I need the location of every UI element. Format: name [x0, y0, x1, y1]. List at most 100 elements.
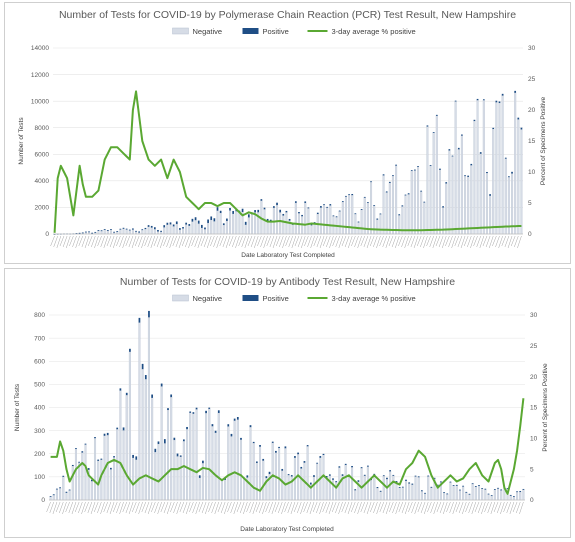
negative-bar [379, 214, 382, 235]
negative-bar [392, 475, 395, 501]
x-tick-mark [241, 235, 246, 248]
x-tick-mark [281, 501, 286, 515]
x-tick-mark [429, 235, 434, 248]
legend: Negative Positive 3-day average % positive [172, 294, 416, 303]
x-tick-mark [147, 235, 152, 248]
x-tick-mark [230, 501, 235, 514]
negative-bar [176, 456, 179, 501]
positive-bar [490, 495, 493, 497]
x-tick-mark [430, 501, 435, 514]
x-tick-mark [388, 235, 394, 247]
negative-bar [460, 135, 463, 235]
positive-bar [373, 205, 376, 206]
negative-bar [232, 213, 235, 235]
positive-bar [373, 473, 376, 475]
negative-bar [281, 470, 284, 501]
x-tick-mark [506, 501, 511, 514]
positive-bar [157, 441, 160, 444]
x-tick-mark [144, 235, 149, 247]
positive-bar [97, 459, 100, 461]
positive-bar [457, 147, 460, 150]
negative-bar [373, 474, 376, 501]
x-tick-mark [398, 501, 404, 513]
x-tick-mark [211, 501, 216, 514]
positive-bar [495, 100, 498, 103]
x-tick-mark [395, 501, 400, 515]
positive-bar [119, 228, 122, 230]
x-tick-mark [147, 501, 153, 515]
negative-bar [492, 128, 495, 235]
positive-bar [81, 451, 84, 453]
y2-tick-label: 15 [528, 138, 536, 145]
legend-positive-swatch [242, 28, 259, 34]
x-tick-mark [74, 501, 80, 513]
x-tick-mark [376, 501, 381, 515]
positive-bar [110, 229, 112, 230]
positive-bar [316, 462, 319, 464]
x-tick-mark [420, 235, 425, 248]
x-tick-mark [507, 235, 513, 249]
x-tick-mark [452, 501, 458, 515]
negative-bar [100, 230, 103, 235]
x-tick-mark [103, 501, 108, 513]
positive-bar [135, 456, 138, 460]
positive-bar [482, 99, 485, 101]
x-tick-mark [423, 501, 429, 515]
positive-bar [125, 228, 128, 230]
x-tick-mark [357, 501, 362, 515]
positive-bar [229, 207, 231, 211]
x-tick-mark [322, 235, 328, 247]
positive-bar [326, 206, 329, 208]
x-tick-mark [246, 501, 251, 513]
positive-bar [75, 448, 77, 449]
negative-bar [379, 491, 382, 501]
x-tick-mark [217, 501, 223, 513]
negative-bar [413, 170, 416, 235]
x-tick-mark [432, 235, 438, 249]
negative-bar [109, 229, 112, 235]
positive-bar [110, 467, 112, 470]
x-tick-mark [338, 501, 343, 515]
positive-bar [119, 388, 122, 391]
x-tick-mark [509, 501, 515, 515]
positive-bar [313, 475, 315, 477]
x-tick-mark [197, 235, 203, 249]
positive-bar [367, 465, 369, 467]
positive-bar [265, 476, 268, 479]
x-tick-mark [303, 501, 308, 513]
x-tick-mark [262, 501, 267, 515]
negative-bar [186, 428, 189, 501]
negative-bar [151, 397, 154, 501]
positive-bar [85, 231, 87, 233]
positive-bar [78, 461, 81, 463]
negative-bar [467, 176, 470, 235]
negative-bar [429, 165, 432, 235]
positive-bar [182, 439, 185, 442]
x-tick-mark [463, 235, 469, 247]
positive-bar [478, 485, 480, 486]
x-tick-mark [288, 235, 293, 248]
positive-bar [382, 475, 385, 477]
negative-bar [219, 212, 222, 235]
negative-bar [307, 208, 310, 235]
positive-bar [357, 480, 360, 482]
x-tick-mark [391, 235, 397, 248]
positive-bar [519, 491, 522, 493]
legend-positive-swatch [242, 295, 259, 301]
x-tick-mark [476, 235, 481, 248]
positive-bar [262, 458, 265, 461]
positive-bar [341, 474, 344, 476]
x-tick-mark [470, 235, 475, 249]
x-tick-mark [94, 235, 99, 249]
negative-bar [81, 452, 84, 501]
negative-bar [370, 479, 373, 501]
negative-bar [144, 379, 147, 501]
negative-bar [97, 230, 100, 235]
x-tick-mark [514, 235, 519, 248]
positive-bar [338, 466, 341, 468]
positive-bar [247, 214, 250, 218]
negative-bar [287, 474, 290, 501]
negative-bar [376, 487, 379, 501]
positive-bar [417, 166, 419, 167]
positive-bar [398, 214, 401, 216]
